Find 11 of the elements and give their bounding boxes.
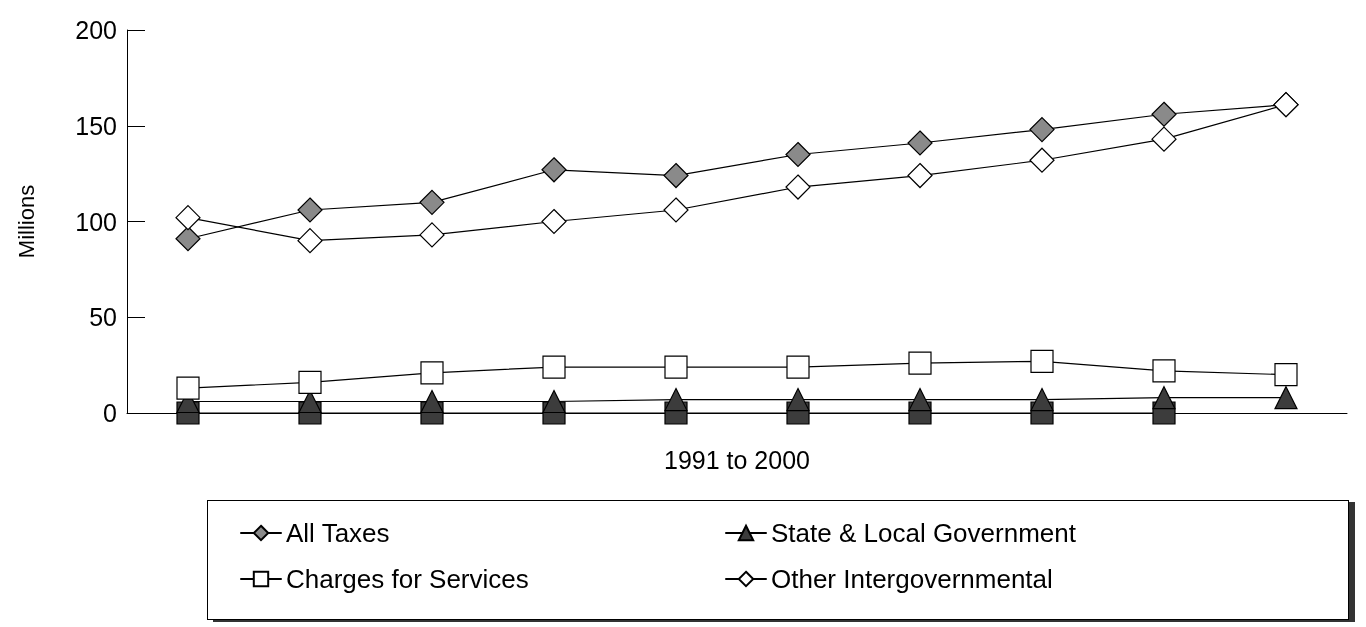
legend-label: Charges for Services xyxy=(286,564,529,594)
y-tick-label: 150 xyxy=(75,111,117,140)
y-axis-title: Millions xyxy=(13,184,39,259)
y-tick-label: 0 xyxy=(103,399,117,427)
y-tick-label: 50 xyxy=(89,303,117,332)
x-axis-title: 1991 to 2000 xyxy=(664,445,810,474)
legend-label: State & Local Government xyxy=(771,518,1077,548)
legend-label: Other Intergovernmental xyxy=(771,564,1053,594)
y-tick-label: 100 xyxy=(75,207,117,236)
y-tick-label: 200 xyxy=(75,16,117,44)
legend-label: All Taxes xyxy=(286,518,390,548)
